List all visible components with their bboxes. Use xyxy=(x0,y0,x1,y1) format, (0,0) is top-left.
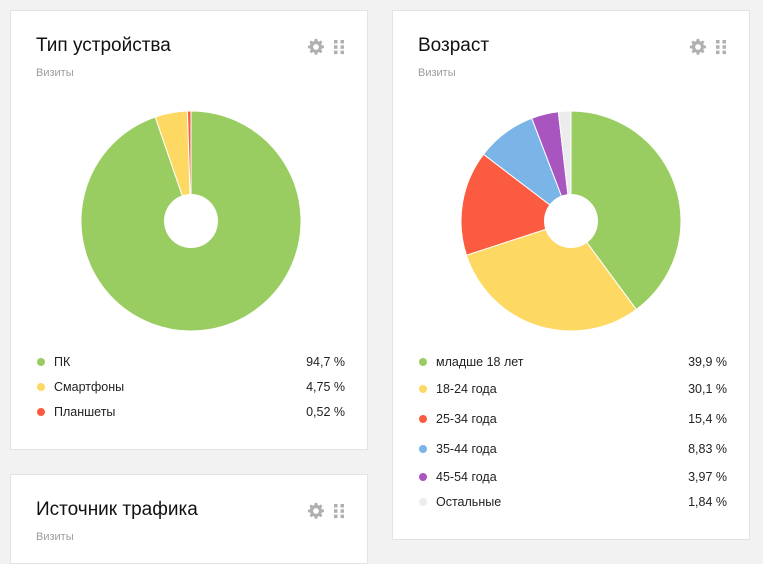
legend-label: 45-54 года xyxy=(436,470,497,484)
device-type-card: Тип устройства Визиты ПК 94,7 % Смартфоны 4… xyxy=(10,10,368,450)
legend-label: младше 18 лет xyxy=(436,355,524,369)
legend-label: 18-24 года xyxy=(436,382,497,396)
legend-label: Планшеты xyxy=(54,405,116,419)
gear-icon[interactable] xyxy=(307,502,325,520)
device-pie-chart xyxy=(80,110,302,332)
age-pie-chart xyxy=(460,110,682,332)
card-title: Возраст xyxy=(418,35,490,56)
legend-color-dot xyxy=(419,415,427,423)
legend-color-dot xyxy=(419,385,427,393)
legend-color-dot xyxy=(419,498,427,506)
legend-color-dot xyxy=(37,383,45,391)
card-subtitle: Визиты xyxy=(36,531,74,543)
legend-item[interactable]: 25-34 года 15,4 % xyxy=(419,410,727,428)
card-toolbar xyxy=(307,502,345,520)
legend-label: ПК xyxy=(54,355,71,369)
drag-handle-icon[interactable] xyxy=(715,39,727,55)
legend-item[interactable]: 35-44 года 8,83 % xyxy=(419,440,727,458)
legend-item[interactable]: Смартфоны 4,75 % xyxy=(37,378,345,396)
drag-handle-icon[interactable] xyxy=(333,503,345,519)
legend-value: 4,75 % xyxy=(306,380,345,394)
legend-value: 15,4 % xyxy=(688,412,727,426)
traffic-source-card: Источник трафика Визиты xyxy=(10,474,368,564)
legend-color-dot xyxy=(419,358,427,366)
legend-value: 30,1 % xyxy=(688,382,727,396)
pie-center-hole xyxy=(544,194,598,248)
gear-icon[interactable] xyxy=(689,38,707,56)
pie-slice-6[interactable] xyxy=(557,110,572,222)
legend-label: Остальные xyxy=(436,495,502,509)
legend-color-dot xyxy=(419,445,427,453)
legend-value: 39,9 % xyxy=(688,355,727,369)
drag-handle-icon[interactable] xyxy=(333,39,345,55)
legend-value: 0,52 % xyxy=(306,405,345,419)
legend-value: 8,83 % xyxy=(688,442,727,456)
legend-color-dot xyxy=(37,408,45,416)
legend-item[interactable]: младше 18 лет 39,9 % xyxy=(419,353,727,371)
gear-icon[interactable] xyxy=(307,38,325,56)
card-title: Источник трафика xyxy=(36,499,198,520)
pie-slice-2[interactable] xyxy=(465,220,637,332)
card-title: Тип устройства xyxy=(36,35,171,56)
legend-item[interactable]: Планшеты 0,52 % xyxy=(37,403,345,421)
legend-value: 3,97 % xyxy=(688,470,727,484)
card-subtitle: Визиты xyxy=(418,67,456,79)
legend-value: 94,7 % xyxy=(306,355,345,369)
age-card: Возраст Визиты младше 18 лет 39,9 % 18-24 … xyxy=(392,10,750,540)
legend-color-dot xyxy=(37,358,45,366)
pie-center-hole xyxy=(164,194,218,248)
card-toolbar xyxy=(307,38,345,56)
card-toolbar xyxy=(689,38,727,56)
legend-item[interactable]: 45-54 года 3,97 % xyxy=(419,468,727,486)
pie-slice-3[interactable] xyxy=(186,110,192,222)
legend-label: Смартфоны xyxy=(54,380,125,394)
legend-color-dot xyxy=(419,473,427,481)
legend-value: 1,84 % xyxy=(688,495,727,509)
pie-slice-3[interactable] xyxy=(460,153,573,256)
legend-item[interactable]: ПК 94,7 % xyxy=(37,353,345,371)
legend-label: 25-34 года xyxy=(436,412,497,426)
legend-label: 35-44 года xyxy=(436,442,497,456)
legend-item[interactable]: Остальные 1,84 % xyxy=(419,493,727,511)
pie-slice-1[interactable] xyxy=(570,110,682,311)
card-subtitle: Визиты xyxy=(36,67,74,79)
legend-item[interactable]: 18-24 года 30,1 % xyxy=(419,380,727,398)
